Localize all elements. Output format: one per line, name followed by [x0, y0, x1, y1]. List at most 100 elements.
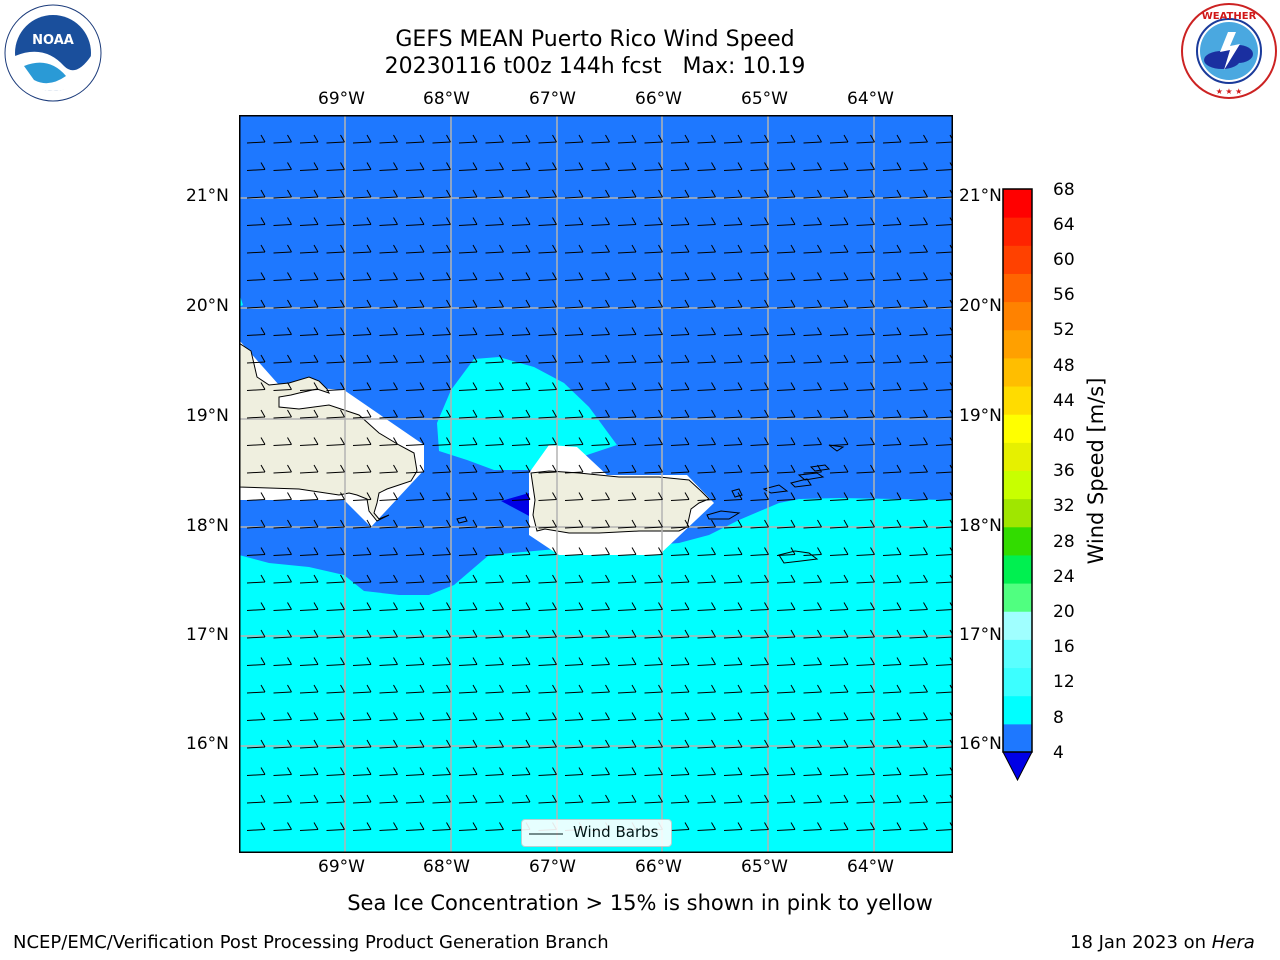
- wind-barb: [617, 354, 637, 364]
- wind-barb: [670, 794, 690, 804]
- wind-barb: [882, 657, 902, 666]
- wind-barb: [299, 492, 319, 501]
- wind-barb: [352, 519, 372, 529]
- lat-label-left: 18°N: [186, 516, 229, 536]
- wind-barb: [273, 327, 292, 336]
- wind-barb: [776, 519, 796, 529]
- wind-barb: [485, 382, 504, 391]
- wind-barb: [617, 327, 637, 336]
- wind-barb: [432, 822, 451, 831]
- wind-barb: [246, 244, 266, 254]
- wind-barb: [723, 189, 743, 199]
- lon-label-bottom: 67°W: [529, 857, 576, 877]
- wind-barb: [246, 657, 266, 666]
- wind-barb: [299, 272, 319, 281]
- wind-barb: [644, 492, 663, 501]
- wind-barb: [352, 629, 372, 639]
- wind-barb: [644, 244, 663, 254]
- wind-barb: [856, 464, 875, 474]
- legend-label: Wind Barbs: [573, 823, 659, 841]
- wind-barb: [485, 822, 504, 831]
- wind-barb: [405, 189, 425, 199]
- wind-barb: [458, 712, 478, 721]
- wind-barb: [750, 822, 769, 831]
- colorbar-label: Wind Speed [m/s]: [1084, 377, 1108, 565]
- wind-barb: [644, 519, 663, 529]
- wind-barb: [644, 574, 663, 584]
- wind-barb: [379, 519, 398, 529]
- wind-barb: [458, 382, 478, 391]
- wind-barb: [829, 739, 849, 749]
- wind-barb: [776, 272, 796, 281]
- wind-barb: [829, 244, 849, 254]
- wind-barb: [485, 162, 504, 171]
- wind-barb: [405, 492, 425, 501]
- wind-barb: [803, 712, 822, 721]
- wind-barb: [246, 272, 266, 281]
- wind-barb: [299, 464, 319, 474]
- wind-barb: [829, 602, 849, 611]
- wind-barb: [697, 794, 716, 804]
- wind-barb: [882, 712, 902, 721]
- wind-barb: [909, 134, 928, 144]
- wind-barb: [750, 684, 769, 694]
- wind-barb: [379, 794, 398, 804]
- wind-barb: [485, 684, 504, 694]
- wind-barb: [803, 354, 822, 364]
- wind-barb: [617, 272, 637, 281]
- wind-barb: [485, 657, 504, 666]
- lat-label-right: 18°N: [959, 516, 1002, 536]
- wind-barb: [458, 822, 478, 831]
- wind-barb: [909, 299, 928, 309]
- wind-barb: [617, 299, 637, 309]
- wind-barb: [856, 134, 875, 144]
- colorbar-swatch: [1003, 723, 1032, 753]
- wind-barb: [856, 244, 875, 254]
- wind-barb: [379, 629, 398, 639]
- wind-barb: [670, 409, 690, 419]
- wind-barb: [273, 134, 292, 144]
- wind-barb: [458, 794, 478, 804]
- colorbar-tick: 28: [1053, 532, 1075, 552]
- wind-barb: [909, 629, 928, 639]
- wind-barb: [882, 492, 902, 501]
- colorbar-swatch: [1003, 667, 1032, 697]
- wind-barb: [723, 354, 743, 364]
- wind-barb: [856, 382, 875, 391]
- wind-barb: [326, 629, 345, 639]
- wind-barb: [432, 217, 451, 226]
- wind-barb: [750, 189, 769, 199]
- wind-barb: [511, 162, 531, 171]
- wind-barb: [246, 794, 266, 804]
- wind-barb: [511, 409, 531, 419]
- wind-barb: [432, 767, 451, 776]
- wind-barb: [882, 437, 902, 446]
- wind-barb: [511, 519, 531, 529]
- lat-label-right: 17°N: [959, 625, 1002, 645]
- wind-barb: [670, 382, 690, 391]
- wind-barb: [458, 519, 478, 529]
- wind-barb: [803, 409, 822, 419]
- wind-barb: [670, 464, 690, 474]
- wind-barb: [644, 739, 663, 749]
- wind-barb: [564, 217, 584, 226]
- wind-barb: [273, 299, 292, 309]
- wind-barb: [776, 244, 796, 254]
- wind-barb: [829, 162, 849, 171]
- wind-barb: [538, 492, 557, 501]
- wind-barb: [750, 162, 769, 171]
- wind-barb: [246, 162, 266, 171]
- wind-barb: [326, 822, 345, 831]
- wind-barb: [750, 464, 769, 474]
- wind-barb: [246, 299, 266, 309]
- colorbar-tick: 32: [1053, 496, 1075, 516]
- wind-barb: [723, 739, 743, 749]
- wind-barb: [670, 272, 690, 281]
- wind-barb: [803, 547, 822, 556]
- wind-barb: [432, 327, 451, 336]
- wind-barb: [776, 602, 796, 611]
- wind-barb: [299, 409, 319, 419]
- wind-barb: [617, 464, 637, 474]
- colorbar-swatch: [1003, 329, 1032, 359]
- wind-barb: [776, 739, 796, 749]
